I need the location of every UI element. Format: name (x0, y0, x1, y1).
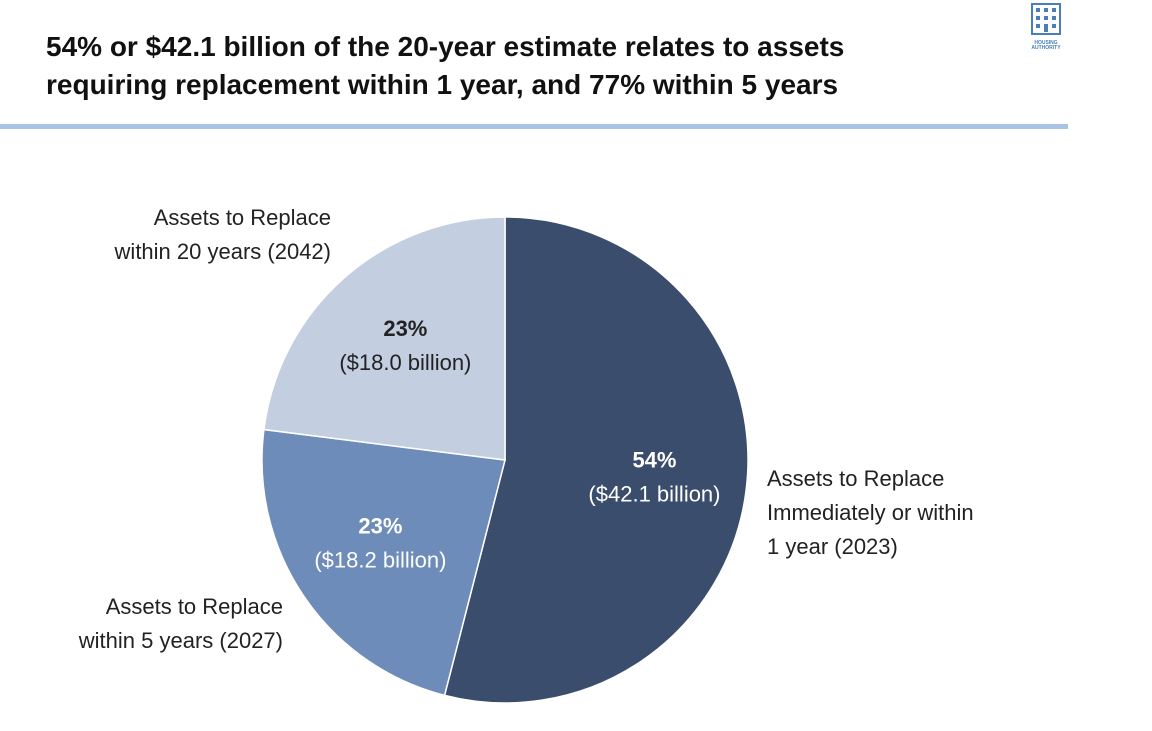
category-label: Assets to Replace within 20 years (2042) (114, 205, 331, 264)
pie-slice (263, 216, 506, 461)
category-label: Assets to Replace within 5 years (2027) (78, 594, 283, 653)
amount-label: ($18.0 billion) (339, 350, 471, 375)
logo-icon (1031, 3, 1061, 35)
amount-label: ($18.2 billion) (314, 547, 446, 572)
category-label: Assets to Replace Immediately or within … (767, 466, 974, 559)
pie-slice (443, 216, 749, 704)
amount-label: ($42.1 billion) (588, 482, 720, 507)
pie-slice (261, 428, 506, 697)
value-label: 54% (632, 448, 676, 473)
logo-text: HOUSING AUTHORITY (1031, 40, 1061, 51)
chart-title: 54% or $42.1 billion of the 20-year esti… (46, 31, 845, 100)
value-label: 23% (383, 316, 427, 341)
value-label: 23% (358, 513, 402, 538)
title-rule (0, 124, 1068, 129)
logo: HOUSING AUTHORITY (1026, 2, 1066, 51)
